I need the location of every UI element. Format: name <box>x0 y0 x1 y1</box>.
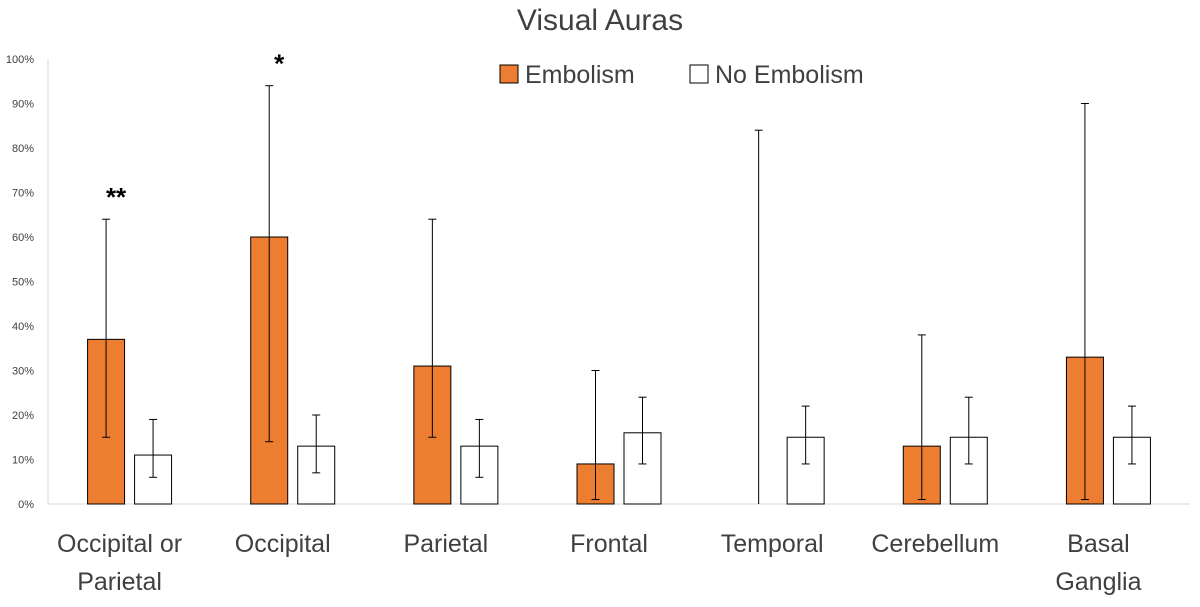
x-category-label: Basal Ganglia <box>1055 530 1141 596</box>
x-category-labels: Occipital or Parietal Occipital Parietal Fro… <box>57 530 1142 596</box>
y-tick-label: 50% <box>12 277 34 289</box>
x-category-label: Frontal <box>570 530 648 558</box>
x-category-label-line: Parietal <box>77 568 162 596</box>
x-category-label-line: Frontal <box>570 530 648 558</box>
x-category-label-line: Basal <box>1067 530 1130 558</box>
y-tick-label: 20% <box>12 410 34 422</box>
y-tick-label: 90% <box>12 99 34 111</box>
error-bars <box>102 85 1136 504</box>
legend-label: Embolism <box>525 61 635 89</box>
x-category-label-line: Occipital or <box>57 530 182 558</box>
y-tick-label: 60% <box>12 232 34 244</box>
x-category-label: Temporal <box>721 530 824 558</box>
x-category-label: Cerebellum <box>871 530 999 558</box>
x-category-label: Occipital or Parietal <box>57 530 182 596</box>
x-category-label-line: Ganglia <box>1055 568 1141 596</box>
significance-marker: * <box>274 49 285 79</box>
x-category-label-line: Temporal <box>721 530 824 558</box>
x-category-label-line: Parietal <box>403 530 488 558</box>
legend-swatch-embolism <box>499 64 519 84</box>
y-tick-label: 30% <box>12 366 34 378</box>
significance-annotations: *** <box>106 49 285 213</box>
x-category-label: Occipital <box>235 530 331 558</box>
significance-marker: ** <box>106 182 127 212</box>
x-category-label-line: Occipital <box>235 530 331 558</box>
bar-no-embolism <box>1112 436 1151 505</box>
legend: Embolism No Embolism <box>499 61 864 89</box>
y-tick-label: 0% <box>18 499 34 511</box>
y-tick-label: 70% <box>12 188 34 200</box>
y-tick-labels: 0% 10% 20% 30% 40% 50% 60% 70% 80% 90% 100% <box>6 54 34 511</box>
y-tick-label: 40% <box>12 321 34 333</box>
x-category-label-line: Cerebellum <box>871 530 999 558</box>
chart-title: Visual Auras <box>517 4 683 37</box>
y-tick-label: 80% <box>12 143 34 155</box>
legend-swatch-no-embolism <box>689 64 709 84</box>
y-tick-label: 100% <box>6 54 34 66</box>
legend-label: No Embolism <box>715 61 864 89</box>
bars <box>87 236 1151 505</box>
y-tick-label: 10% <box>12 455 34 467</box>
x-category-label: Parietal <box>403 530 488 558</box>
